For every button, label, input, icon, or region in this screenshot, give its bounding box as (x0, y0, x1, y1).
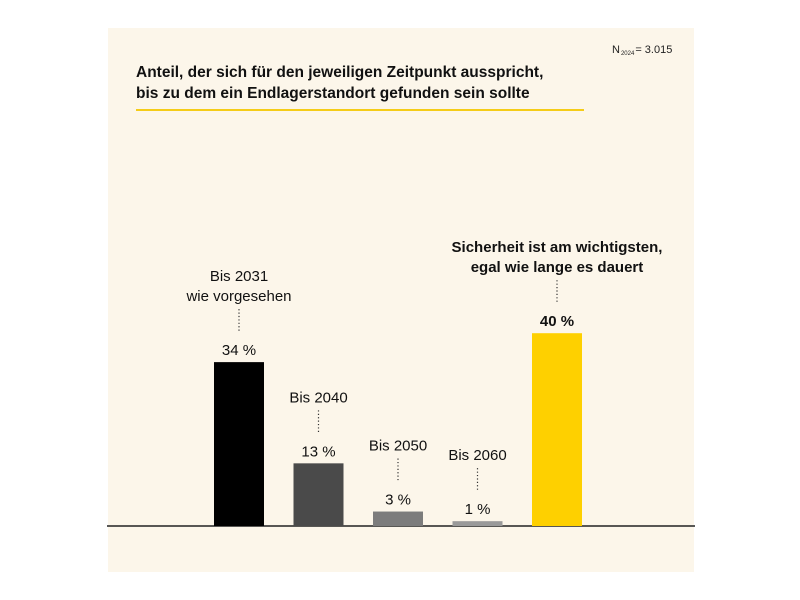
bar-3 (373, 511, 423, 526)
value-label-3: 3 % (385, 492, 411, 509)
value-label-5: 40 % (540, 313, 574, 330)
chart-panel (108, 28, 694, 572)
sample-size-year: 2024 (620, 51, 635, 57)
category-label-5-line-1: Sicherheit ist am wichtigsten, (452, 239, 663, 256)
bar-5 (532, 333, 582, 526)
category-label-1-line-1: Bis 2031 (210, 268, 268, 285)
category-label-2-line-1: Bis 2040 (289, 389, 347, 406)
chart-title: Anteil, der sich für den jeweiligen Zeit… (136, 62, 606, 104)
bar-4 (452, 521, 503, 526)
value-label-1: 34 % (222, 342, 256, 359)
category-label-5-line-2: egal wie lange es dauert (471, 259, 644, 276)
value-label-2: 13 % (301, 443, 335, 460)
bar-2 (293, 463, 344, 526)
value-label-4: 1 % (465, 501, 491, 518)
category-label-1-line-2: wie vorgesehen (185, 288, 291, 305)
chart-title-line-2: bis zu dem ein Endlagerstandort gefunden… (136, 85, 530, 102)
sample-size-note: N2024= 3.015 (612, 44, 672, 57)
bar-1 (214, 362, 264, 526)
category-label-3-line-1: Bis 2050 (369, 438, 427, 455)
title-underline (136, 109, 584, 111)
chart-title-line-1: Anteil, der sich für den jeweiligen Zeit… (136, 64, 544, 81)
sample-size-value: = 3.015 (635, 44, 673, 56)
category-label-4-line-1: Bis 2060 (448, 447, 506, 464)
sample-size-prefix: N (612, 44, 620, 56)
